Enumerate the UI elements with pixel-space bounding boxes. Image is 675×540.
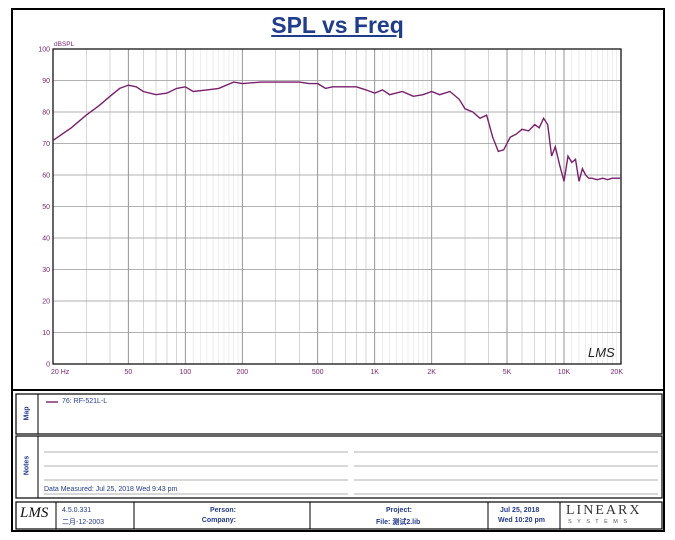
y-tick-label: 10 bbox=[42, 330, 50, 337]
company-label: Company: bbox=[201, 517, 236, 524]
y-tick-label: 20 bbox=[42, 299, 50, 306]
x-tick-label: 20K bbox=[611, 369, 624, 376]
x-tick-label: 2K bbox=[427, 369, 436, 376]
x-tick-label: 1K bbox=[370, 369, 379, 376]
x-tick-label: 200 bbox=[236, 369, 248, 376]
y-axis-label: dBSPL bbox=[54, 41, 75, 48]
legend-entry: 76: RF-521L-L bbox=[62, 398, 108, 405]
plot-border bbox=[52, 48, 622, 365]
x-tick-label: 20 Hz bbox=[51, 369, 70, 376]
map-box bbox=[15, 393, 663, 435]
brand-logo: LINEARX bbox=[566, 503, 642, 518]
x-tick-labels: 20 Hz 50 100 200 500 1K 2K 5K 10K 20K bbox=[51, 369, 623, 376]
y-tick-label: 30 bbox=[42, 267, 50, 274]
y-tick-label: 0 bbox=[46, 362, 50, 369]
footer-box bbox=[15, 501, 663, 530]
y-tick-label: 60 bbox=[42, 173, 50, 180]
map-label: Map bbox=[23, 406, 31, 421]
y-tick-label: 50 bbox=[42, 204, 50, 211]
corner-logo: LMS bbox=[588, 345, 615, 360]
x-tick-label: 50 bbox=[124, 369, 132, 376]
x-tick-label: 10K bbox=[558, 369, 571, 376]
x-tick-label: 500 bbox=[312, 369, 324, 376]
file-label: File: 测试2.lib bbox=[376, 519, 421, 526]
brand-sub: S Y S T E M S bbox=[568, 519, 630, 525]
chart-title: SPL vs Freq bbox=[271, 12, 404, 38]
y-tick-label: 80 bbox=[42, 110, 50, 117]
y-tick-label: 100 bbox=[38, 47, 50, 54]
notes-label: Notes bbox=[23, 455, 31, 476]
x-tick-label: 5K bbox=[503, 369, 512, 376]
footer-version-date: 二月-12-2003 bbox=[62, 519, 105, 526]
y-tick-label: 40 bbox=[42, 236, 50, 243]
notes-box bbox=[15, 435, 663, 499]
footer-logo: LMS bbox=[20, 505, 49, 521]
footer-time: Wed 10:20 pm bbox=[498, 517, 545, 524]
project-label: Project: bbox=[385, 507, 412, 514]
y-tick-label: 90 bbox=[42, 78, 50, 85]
person-label: Person: bbox=[209, 507, 236, 514]
footer-date: Jul 25, 2018 bbox=[500, 507, 540, 514]
report-frame bbox=[11, 8, 665, 532]
y-tick-labels: 0 10 20 30 40 50 60 70 80 90 100 bbox=[38, 47, 50, 369]
chart-grid bbox=[52, 48, 622, 365]
series-line-rf-521l-l bbox=[52, 81, 621, 182]
x-tick-label: 100 bbox=[179, 369, 191, 376]
data-measured: Data Measured: Jul 25, 2018 Wed 9:43 pm bbox=[44, 486, 178, 493]
y-tick-label: 70 bbox=[42, 141, 50, 148]
footer-version: 4.5.0.331 bbox=[62, 507, 92, 514]
